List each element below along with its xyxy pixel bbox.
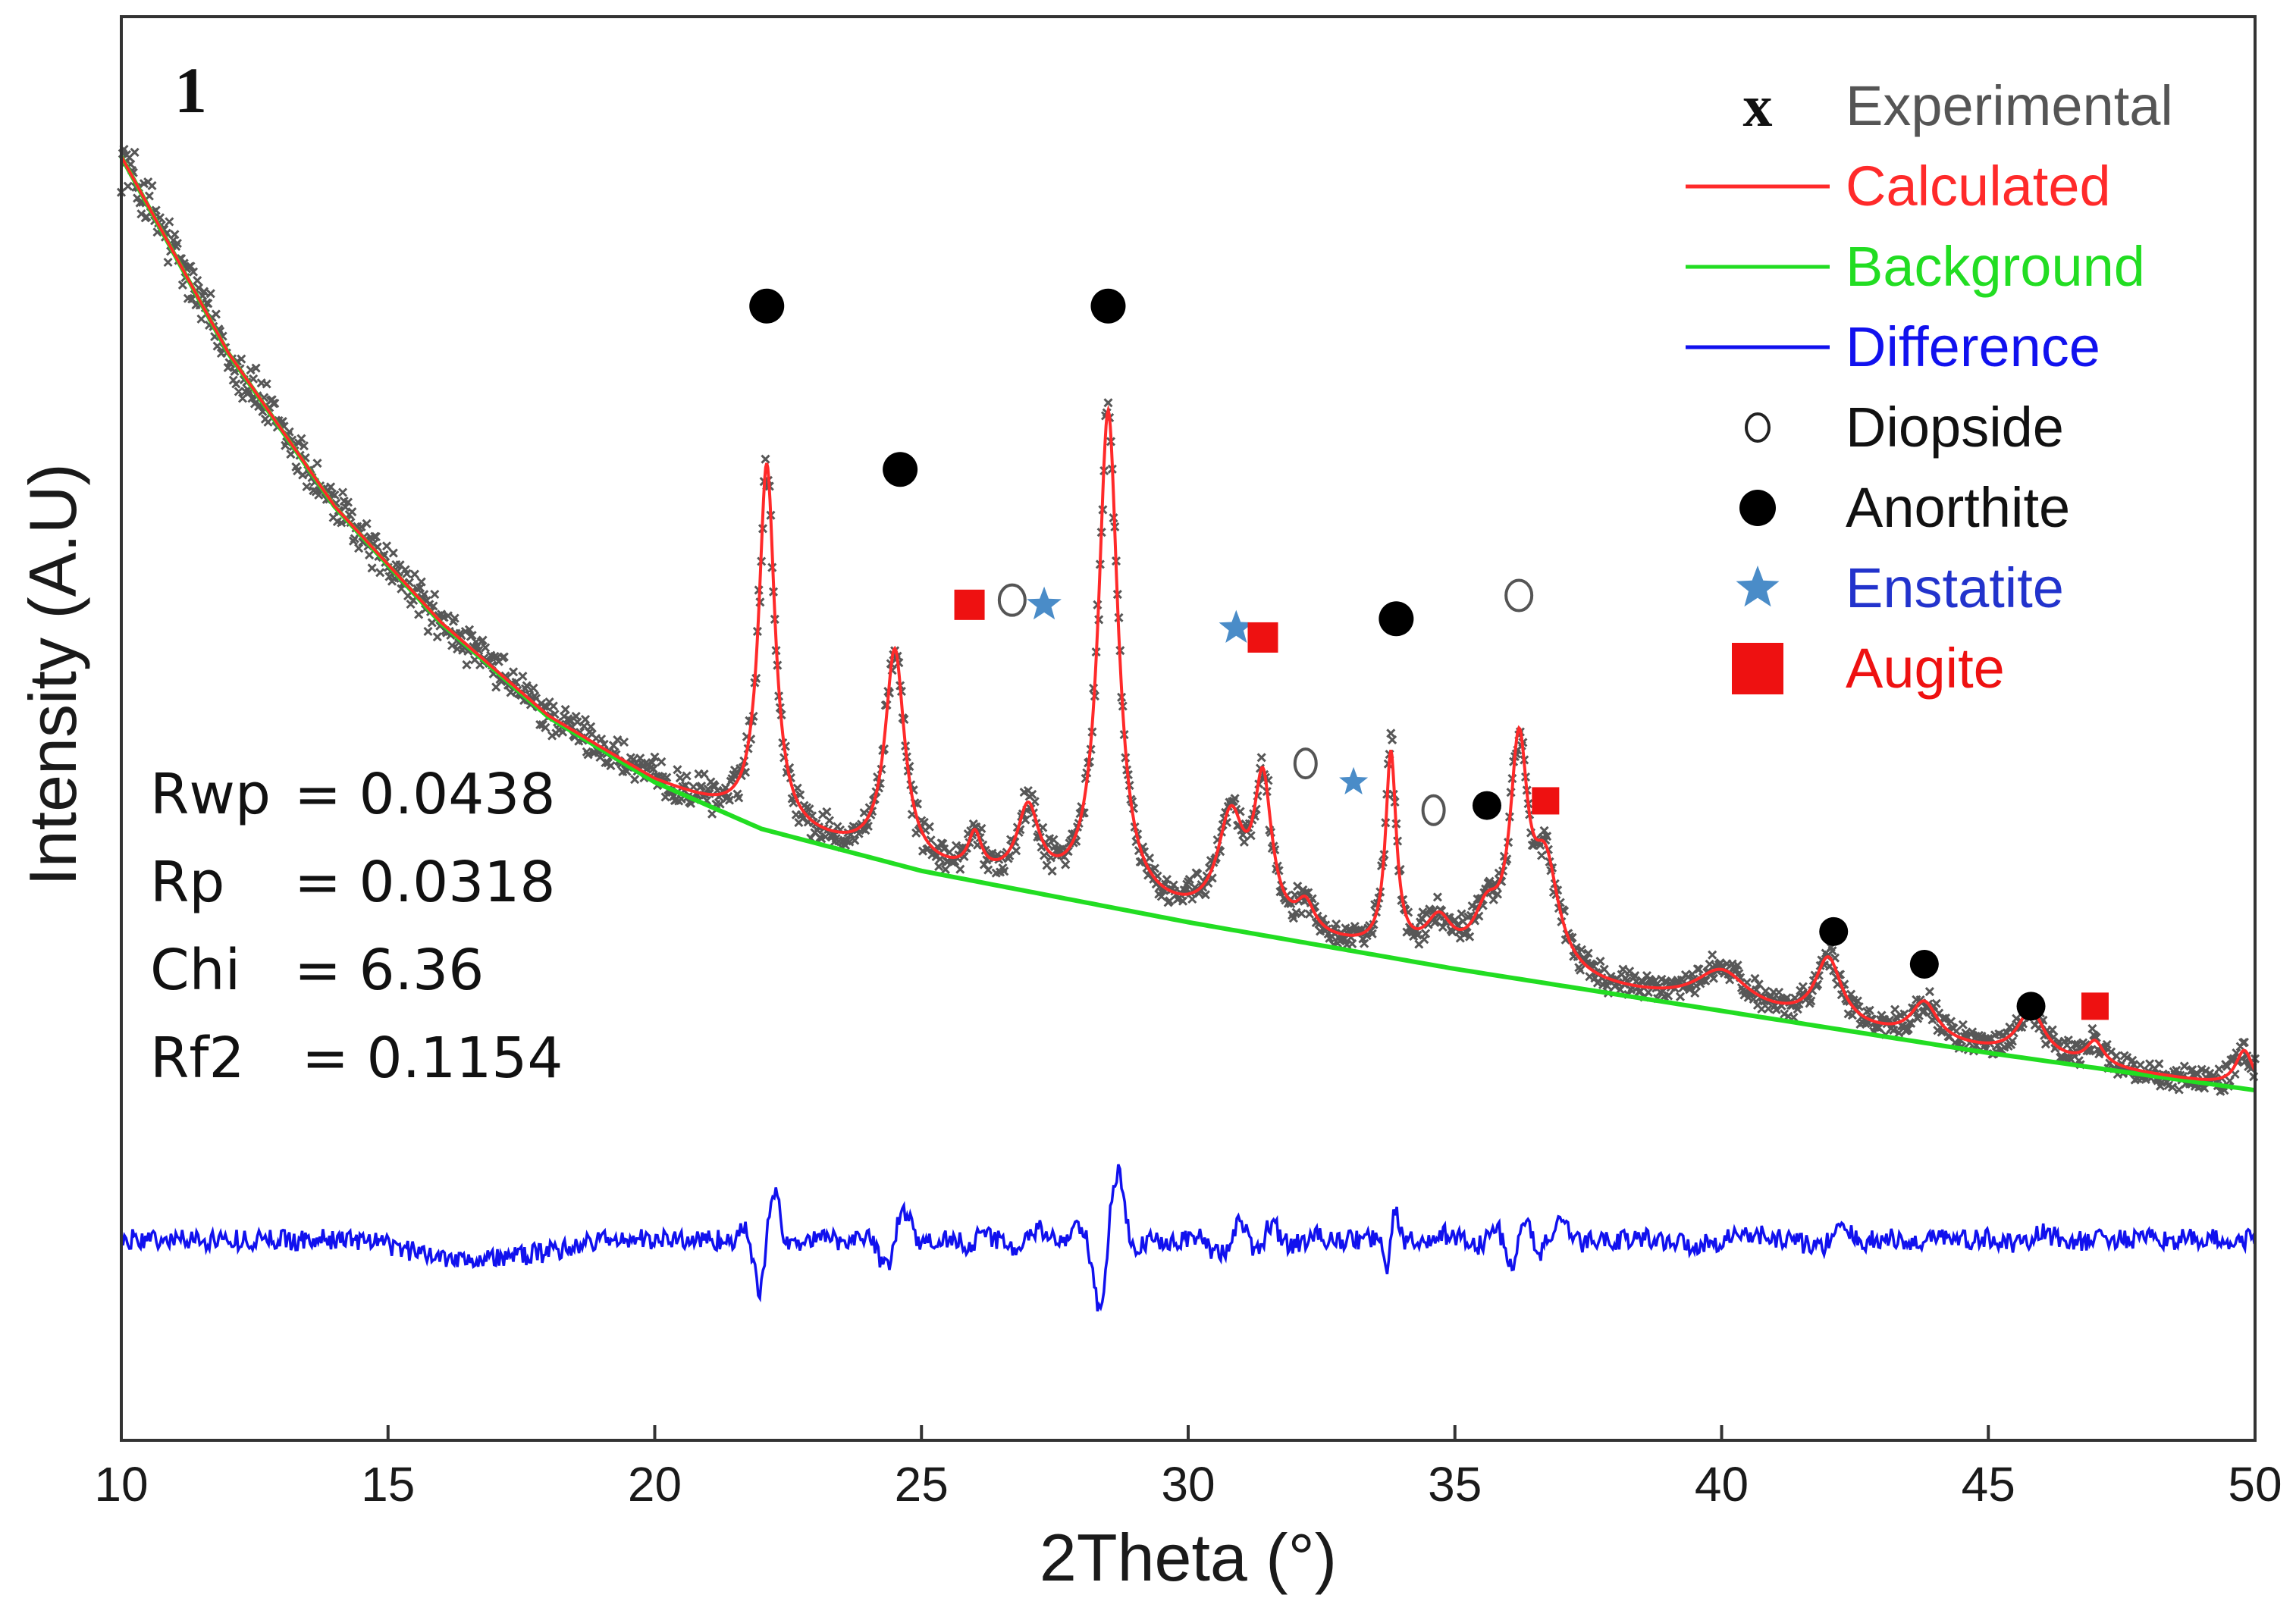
x-tick-label: 10 <box>94 1457 148 1512</box>
anorthite-marker <box>1909 949 1939 979</box>
legend-label: Background <box>1846 235 2145 298</box>
anorthite-marker <box>883 452 918 487</box>
legend-label: Enstatite <box>1846 556 2064 619</box>
anorthite-marker <box>749 288 785 324</box>
difference-line <box>120 1164 2257 1312</box>
augite-marker <box>1247 622 1278 653</box>
fit-stat-name: Rp <box>150 850 224 915</box>
legend-filled-circle-icon <box>1739 490 1776 526</box>
x-axis-label: 2Theta (°) <box>1040 1520 1337 1595</box>
fit-stat-value: = 0.0318 <box>294 850 555 915</box>
x-tick-label: 40 <box>1695 1457 1749 1512</box>
legend-label: Augite <box>1846 637 2005 700</box>
fit-stat-value: = 0.0438 <box>294 762 555 827</box>
augite-marker <box>954 589 985 620</box>
x-tick-label: 15 <box>361 1457 415 1512</box>
anorthite-marker <box>1472 791 1501 820</box>
anorthite-marker <box>1090 288 1126 324</box>
diopside-marker <box>1504 578 1534 613</box>
x-tick-label: 50 <box>2228 1457 2282 1512</box>
phase-markers <box>749 288 2109 1021</box>
diopside-marker <box>997 583 1027 617</box>
legend-square-icon <box>1732 643 1783 694</box>
legend-open-circle-icon <box>1745 412 1771 443</box>
calculated-line <box>120 155 2257 1081</box>
augite-marker <box>1532 787 1560 815</box>
x-axis-ticks: 10 15 20 25 30 35 40 45 50 <box>94 1425 2282 1512</box>
legend-label: Calculated <box>1846 155 2111 218</box>
panel-label: 1 <box>174 54 207 127</box>
legend-label: Anorthite <box>1846 476 2070 539</box>
fit-stat-name: Rf2 <box>150 1026 245 1091</box>
fit-statistics: Rwp = 0.0438 Rp = 0.0318 Chi = 6.36 Rf2 = 0.115… <box>150 762 563 1091</box>
fit-stat-name: Chi <box>150 938 240 1003</box>
anorthite-marker <box>1819 916 1849 946</box>
enstatite-marker <box>1027 586 1062 620</box>
anorthite-marker <box>2016 992 2046 1021</box>
difference-series <box>120 1164 2257 1312</box>
enstatite-marker <box>1339 766 1369 794</box>
legend-x-icon: x <box>1743 73 1773 139</box>
fit-stat-value: = 0.1154 <box>302 1026 563 1091</box>
enstatite-marker <box>1219 609 1254 643</box>
x-tick-label: 45 <box>1962 1457 2015 1512</box>
legend-label: Diopside <box>1846 396 2064 459</box>
x-tick-label: 30 <box>1161 1457 1215 1512</box>
diopside-marker <box>1293 747 1318 780</box>
x-tick-label: 35 <box>1428 1457 1482 1512</box>
legend-label: Difference <box>1846 315 2100 378</box>
diopside-marker <box>1421 794 1446 826</box>
augite-marker <box>2081 992 2109 1020</box>
fit-stat-value: = 6.36 <box>294 938 484 1003</box>
x-tick-label: 20 <box>628 1457 682 1512</box>
legend: x Experimental Calculated Background Differe… <box>1686 73 2173 700</box>
legend-star-icon <box>1736 566 1780 607</box>
anorthite-marker <box>1379 601 1414 637</box>
x-tick-label: 25 <box>895 1457 949 1512</box>
fit-stat-name: Rwp <box>150 762 271 827</box>
legend-label: Experimental <box>1846 74 2173 137</box>
calculated-series <box>120 155 2257 1081</box>
y-axis-label: Intensity (A.U) <box>15 463 90 885</box>
